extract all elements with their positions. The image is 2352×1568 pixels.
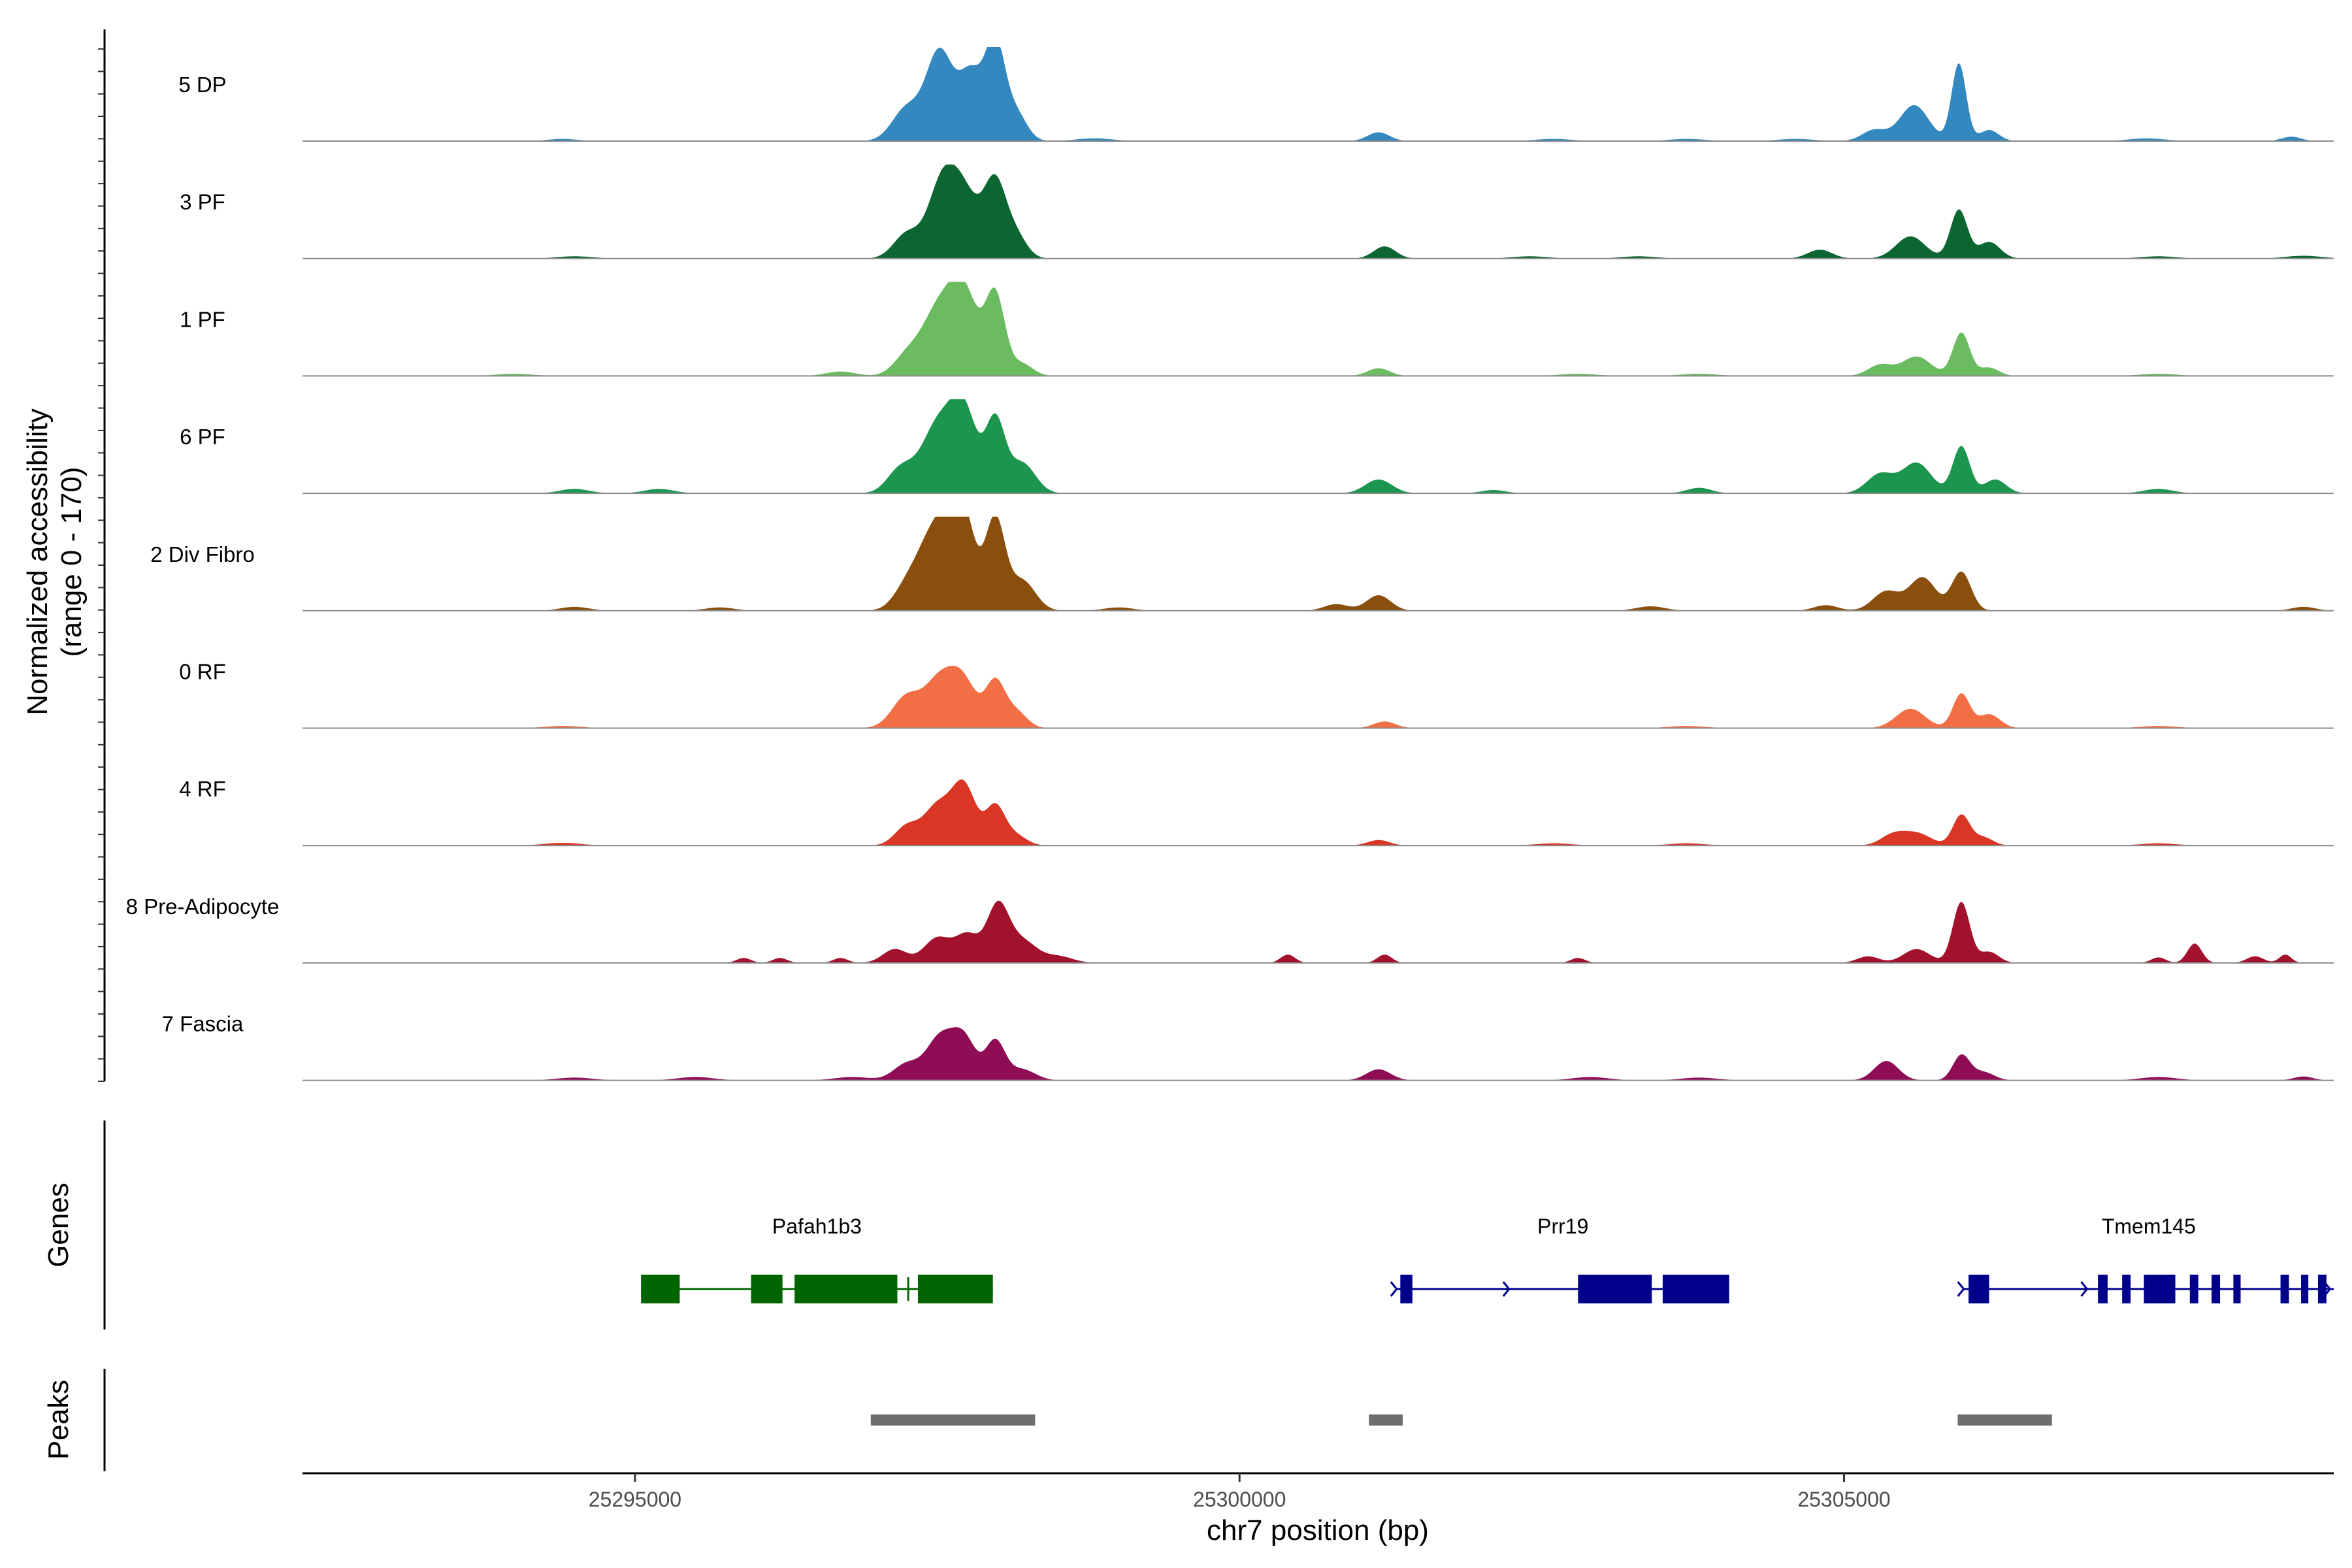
gene-exon — [2301, 1275, 2309, 1303]
track-label: 5 DP — [178, 73, 226, 97]
genes-panel-title: Genes — [42, 1183, 74, 1267]
gene-exon — [1578, 1275, 1652, 1303]
peak-region — [1957, 1414, 2052, 1426]
track-8-pre-adipocyte: 8 Pre-Adipocyte — [126, 894, 2334, 964]
coverage-area — [302, 516, 2334, 611]
y-axis — [98, 29, 106, 1082]
track-label: 7 Fascia — [162, 1012, 244, 1036]
gene-exon — [641, 1275, 680, 1303]
track-label: 3 PF — [180, 190, 225, 214]
track-1-pf: 1 PF — [180, 282, 2334, 377]
y-axis-range-label: (range 0 - 170) — [56, 466, 88, 657]
strand-arrow — [2213, 1281, 2221, 1297]
gene-exon — [2122, 1275, 2131, 1303]
gene-exon — [917, 1275, 993, 1303]
gene-exon — [1400, 1275, 1413, 1303]
coverage-area — [302, 900, 2334, 963]
gene-tmem145: Tmem145 — [1957, 1215, 2334, 1303]
gene-annotations: Pafah1b3 Prr19 Tmem145 — [641, 1215, 2334, 1303]
x-axis-title: chr7 position (bp) — [1207, 1514, 1429, 1546]
track-2-div-fibro: 2 Div Fibro — [150, 516, 2334, 612]
strand-arrow — [2323, 1281, 2332, 1297]
track-label: 6 PF — [180, 425, 225, 449]
coverage-area — [302, 666, 2334, 728]
gene-label: Pafah1b3 — [772, 1215, 862, 1238]
track-0-rf: 0 RF — [179, 660, 2334, 729]
gene-exon — [2144, 1275, 2176, 1303]
gene-exon — [2212, 1275, 2221, 1303]
gene-exon — [1662, 1275, 1729, 1303]
coverage-tracks: 5 DP 3 PF 1 PF 6 PF 2 Div Fibro 0 RF 4 RF 8 Pre… — [126, 47, 2334, 1081]
track-label: 8 Pre-Adipocyte — [126, 894, 280, 919]
strand-arrow — [1502, 1281, 1511, 1297]
gene-exon — [2189, 1275, 2198, 1303]
gene-label: Tmem145 — [2102, 1215, 2196, 1238]
track-6-pf: 6 PF — [180, 399, 2334, 495]
track-5-dp: 5 DP — [178, 47, 2334, 142]
coverage-area — [302, 47, 2334, 141]
track-3-pf: 3 PF — [180, 164, 2334, 259]
track-4-rf: 4 RF — [179, 777, 2334, 847]
gene-exon — [751, 1275, 783, 1303]
gene-exon — [794, 1275, 898, 1303]
gene-exon — [2280, 1275, 2289, 1303]
peaks-panel-title: Peaks — [42, 1380, 74, 1460]
track-label: 1 PF — [180, 307, 225, 331]
coverage-area — [302, 282, 2334, 376]
coverage-area — [302, 164, 2334, 259]
gene-pafah1b3: Pafah1b3 — [641, 1215, 993, 1303]
track-7-fascia: 7 Fascia — [162, 1012, 2334, 1081]
strand-arrow — [1957, 1281, 1965, 1297]
coverage-area — [302, 779, 2334, 846]
gene-exon — [2098, 1275, 2108, 1303]
track-label: 0 RF — [179, 660, 226, 684]
peak-regions — [870, 1414, 2052, 1426]
strand-arrow — [2080, 1281, 2089, 1297]
gene-exon — [2317, 1275, 2327, 1303]
gene-exon — [2233, 1275, 2241, 1303]
x-axis: 25295000 25300000 25305000 — [589, 1473, 1891, 1511]
y-axis-title: Normalized accessibility — [22, 408, 54, 715]
coverage-area — [302, 399, 2334, 494]
peak-region — [1369, 1414, 1403, 1426]
x-tick-label: 25300000 — [1193, 1488, 1286, 1511]
gene-prr19: Prr19 — [1390, 1215, 1729, 1303]
coverage-area — [302, 1027, 2334, 1081]
strand-arrow — [1390, 1281, 1398, 1297]
peak-region — [870, 1414, 1036, 1426]
track-label: 4 RF — [179, 777, 226, 801]
track-label: 2 Div Fibro — [150, 542, 255, 566]
gene-exon — [1968, 1275, 1989, 1303]
x-tick-label: 25305000 — [1797, 1488, 1890, 1511]
gene-label: Prr19 — [1537, 1215, 1588, 1238]
x-tick-label: 25295000 — [589, 1488, 681, 1511]
